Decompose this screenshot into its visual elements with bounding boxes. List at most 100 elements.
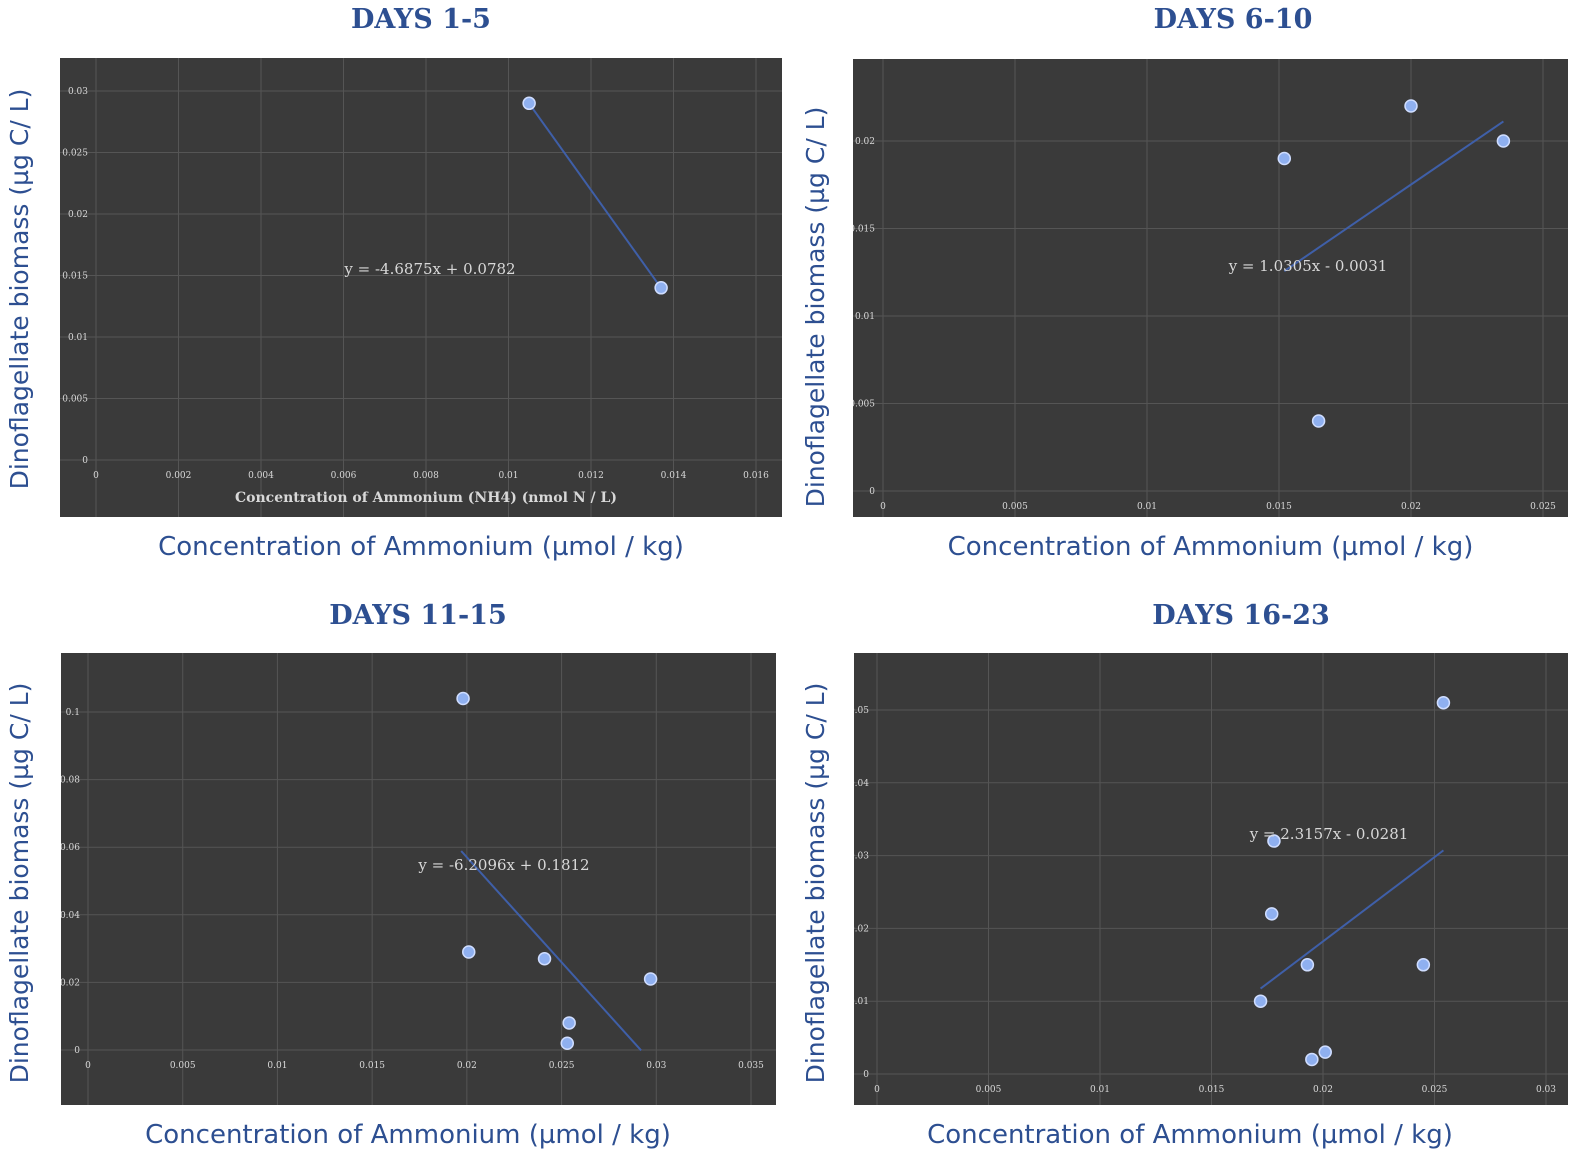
- chart-2-y-tick-label: 0.005: [853, 400, 875, 410]
- chart-4-y-tick-label: 0.05: [854, 706, 869, 716]
- chart-2-y-tick-label: 0: [869, 487, 875, 497]
- chart-4-y-tick-label: 0.03: [854, 852, 869, 862]
- chart-2-x-tick-label: 0.015: [1266, 502, 1292, 512]
- chart-3-data-point: [462, 945, 476, 959]
- chart-3-y-tick-label: 0.02: [61, 978, 80, 988]
- chart-3-y-tick-label: 0.1: [66, 708, 80, 718]
- chart-3-trendline: [460, 850, 642, 1052]
- chart-1-y-tick-label: 0.005: [62, 395, 88, 405]
- chart-3-x-tick-label: 0.01: [267, 1061, 287, 1071]
- chart-2-title: DAYS 6-10: [1153, 4, 1313, 35]
- chart-3-plot: 0 0.005 0.01 0.015 0.02 0.025 0.03 0.035 0 0.02 0.…: [61, 653, 776, 1105]
- chart-3-y-tick-label: 0: [74, 1046, 80, 1056]
- chart-4-plot: 0 0.005 0.01 0.015 0.02 0.025 0.03 0 0.01 0.02 0.0…: [854, 653, 1568, 1105]
- chart-2-x-tick-label: 0.025: [1530, 502, 1556, 512]
- chart-4-title: DAYS 16-23: [1152, 600, 1330, 631]
- chart-3-x-tick-label: 0.035: [738, 1061, 764, 1071]
- chart-2-data-point: [1496, 134, 1511, 148]
- chart-4-x-axis-label: Concentration of Ammonium (µmol / kg): [927, 1120, 1453, 1150]
- chart-3-y-tick-label: 0.04: [61, 911, 80, 921]
- chart-4-x-tick-label: 0.005: [976, 1085, 1002, 1095]
- chart-1-x-tick-label: 0.004: [248, 471, 274, 481]
- chart-1-y-tick-label: 0.03: [68, 87, 88, 97]
- chart-1-x-tick-label: 0.008: [413, 471, 439, 481]
- chart-3-y-tick-label: 0.06: [61, 843, 80, 853]
- chart-1-data-point: [522, 96, 536, 111]
- chart-1-x-tick-label: 0.006: [331, 471, 357, 481]
- chart-3-x-tick-label: 0.03: [646, 1061, 666, 1071]
- chart-1-inner-x-axis-title: Concentration of Ammonium (NH4) (nmol N …: [235, 490, 617, 506]
- chart-3-data-point: [537, 951, 552, 966]
- chart-3-data-point: [456, 691, 470, 706]
- chart-2-x-tick-label: 0.005: [1002, 502, 1028, 512]
- chart-2-y-tick-label: 0.015: [853, 225, 875, 235]
- chart-4-data-point: [1264, 907, 1279, 921]
- chart-4-data-point: [1305, 1052, 1319, 1067]
- chart-1-x-tick-label: 0.012: [578, 471, 604, 481]
- chart-3-y-axis-label: Dinoflagellate biomass (µg C/ L): [5, 682, 34, 1084]
- chart-3-x-axis-label: Concentration of Ammonium (µmol / kg): [145, 1120, 671, 1150]
- chart-1-y-axis-label: Dinoflagellate biomass (µg C/ L): [5, 88, 34, 490]
- chart-3-data-point: [643, 972, 658, 986]
- chart-4-data-point: [1318, 1045, 1332, 1059]
- chart-4-data-point: [1267, 834, 1281, 848]
- chart-4-data-point: [1253, 994, 1268, 1008]
- chart-3-data-point: [560, 1036, 575, 1050]
- chart-4-y-tick-label: 0.04: [854, 779, 869, 789]
- chart-2-x-axis-label: Concentration of Ammonium (µmol / kg): [947, 532, 1474, 562]
- chart-1-x-tick-label: 0.01: [498, 471, 518, 481]
- chart-1-plot: 0 0.002 0.004 0.006 0.008 0.01 0.012 0.014 0.016…: [60, 58, 782, 517]
- chart-1-trendline: [528, 102, 662, 289]
- chart-4-x-tick-label: 0.025: [1422, 1085, 1448, 1095]
- chart-1-y-tick-label: 0.02: [68, 210, 88, 220]
- chart-2-y-axis-label: Dinoflagellate biomass (µg C/ L): [801, 106, 830, 508]
- chart-4-y-tick-label: 0.02: [854, 924, 869, 934]
- chart-4-y-axis-label: Dinoflagellate biomass (µg C/ L): [801, 682, 830, 1084]
- chart-1-data-point: [654, 281, 668, 295]
- chart-1-x-tick-label: 0.002: [166, 471, 192, 481]
- chart-2-y-tick-label: 0.02: [855, 137, 875, 147]
- chart-2-data-point: [1404, 99, 1418, 113]
- chart-4-x-tick-label: 0.01: [1090, 1085, 1110, 1095]
- chart-3-x-tick-label: 0.005: [170, 1061, 196, 1071]
- chart-4-data-point: [1300, 958, 1315, 972]
- chart-2-x-tick-label: 0.01: [1137, 502, 1157, 512]
- chart-1-y-tick-label: 0.015: [62, 272, 88, 282]
- chart-4-x-tick-label: 0: [874, 1085, 880, 1095]
- chart-4-trendline-equation: y = 2.3157x - 0.0281: [1249, 825, 1409, 843]
- chart-3-y-tick-label: 0.08: [61, 776, 80, 786]
- chart-3-title: DAYS 11-15: [329, 600, 507, 631]
- chart-3-x-tick-label: 0.025: [549, 1061, 575, 1071]
- chart-4-trendline: [1259, 849, 1445, 990]
- chart-2-trendline-equation: y = 1.0305x - 0.0031: [1228, 257, 1388, 275]
- chart-4-x-tick-label: 0.015: [1199, 1085, 1225, 1095]
- chart-2-data-point: [1277, 151, 1292, 166]
- chart-1-x-tick-label: 0.014: [661, 471, 687, 481]
- chart-2-background: [853, 59, 1568, 517]
- chart-1-title: DAYS 1-5: [351, 4, 491, 35]
- chart-3-x-tick-label: 0.015: [359, 1061, 385, 1071]
- chart-2-trendline: [1283, 120, 1504, 272]
- chart-1-y-tick-label: 0.01: [68, 333, 88, 343]
- chart-3-x-tick-label: 0.02: [457, 1061, 477, 1071]
- chart-2-plot: 0 0.005 0.01 0.015 0.02 0.025 0 0.005 0.01 0.015 0…: [853, 59, 1568, 517]
- chart-4-data-point: [1416, 958, 1431, 972]
- chart-1-x-tick-label: 0: [93, 471, 99, 481]
- chart-1-y-tick-label: 0.025: [62, 149, 88, 159]
- chart-4-y-tick-label: 0: [863, 1070, 869, 1080]
- chart-3-x-tick-label: 0: [85, 1061, 91, 1071]
- chart-1-y-tick-label: 0: [82, 456, 88, 466]
- chart-3-background: [61, 653, 776, 1105]
- chart-4-y-tick-label: 0.01: [854, 997, 869, 1007]
- chart-2-data-point: [1311, 414, 1326, 428]
- chart-2-x-tick-label: 0.02: [1401, 502, 1421, 512]
- chart-2-y-tick-label: 0.01: [855, 312, 875, 322]
- chart-2-x-tick-label: 0: [880, 502, 886, 512]
- chart-3-trendline-equation: y = -6.2096x + 0.1812: [417, 856, 589, 874]
- chart-4-data-point: [1436, 695, 1451, 710]
- chart-4-x-tick-label: 0.03: [1536, 1085, 1556, 1095]
- chart-3-data-point: [562, 1016, 576, 1030]
- chart-1-x-tick-label: 0.016: [743, 471, 769, 481]
- chart-4-x-tick-label: 0.02: [1313, 1085, 1333, 1095]
- chart-1-trendline-equation: y = -4.6875x + 0.0782: [343, 260, 515, 278]
